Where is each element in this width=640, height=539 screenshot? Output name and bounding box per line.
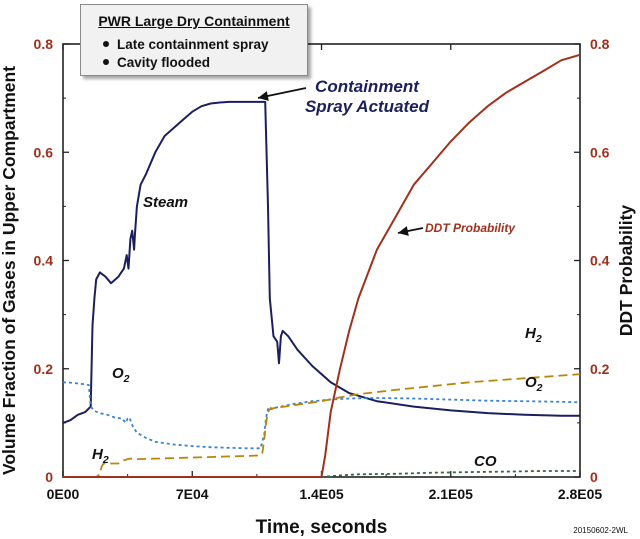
footnote: 20150602-2WL [573,526,628,535]
annotation-text: O [112,365,124,382]
annotation-text: H [525,325,537,342]
annotation-label: DDT Probability [425,221,516,235]
x-tick-label: 0E00 [47,486,80,502]
x-tick-label: 1.4E05 [299,486,344,502]
y-right-tick-label: 0.6 [590,144,610,160]
x-tick-label: 2.1E05 [429,486,474,502]
y-axis-label: Volume Fraction of Gases in Upper Compar… [0,66,19,475]
legend-item: Cavity flooded [103,55,210,70]
annotation-spray-line1: Containment [315,77,420,96]
series-h2-line [63,373,581,478]
legend-item: Late containment spray [103,37,269,52]
series-group [62,53,581,478]
series-co-line [63,470,580,478]
y-tick-label: 0.6 [34,144,54,160]
x-tick-label: 2.8E05 [558,486,603,502]
annotation-subscript: 2 [123,373,130,385]
annotation-text: DDT Probability [425,221,516,235]
y-right-tick-label: 0.4 [590,253,610,269]
y-tick-label: 0.4 [34,253,54,269]
annotation-label: Steam [143,194,188,211]
spray-arrow-head [258,91,269,101]
series-steam-line [62,100,580,424]
annotation-subscript: 2 [536,382,543,394]
annotation-text: O [525,374,537,391]
y-right-tick-label: 0 [590,469,598,485]
y-tick-label: 0.2 [34,361,54,377]
legend-title: PWR Large Dry Containment [98,13,290,29]
x-axis-label: Time, seconds [256,517,388,538]
annotation-text: Steam [143,194,188,211]
y-right-axis-label: DDT Probability [616,205,636,337]
annotation-label: H2 [92,446,109,466]
x-tick-label: 7E04 [176,486,209,502]
annotation-subscript: 2 [535,333,542,345]
y-right-tick-label: 0.2 [590,361,610,377]
annotation-subscript: 2 [102,454,109,466]
bullet-icon [103,59,109,66]
y-tick-label: 0 [45,469,53,485]
y-tick-label: 0.8 [34,36,54,52]
annotation-label: CO [474,453,497,470]
annotation-label: O2 [525,374,543,394]
series-o2-line [62,381,581,450]
series-ddt-probability-line [63,53,581,478]
annotation-text: H [92,446,104,463]
annotation-spray-line2: Spray Actuated [305,97,430,116]
legend-item-text: Cavity flooded [117,55,211,70]
annotation-label: O2 [112,365,130,385]
annotation-text: CO [474,453,497,470]
y-right-tick-label: 0.8 [590,36,610,52]
legend-box: PWR Large Dry Containment Late containme… [80,4,308,76]
annotation-label: H2 [525,325,542,345]
ddt-arrow-head [398,226,409,236]
bullet-icon [103,41,109,48]
legend-item-text: Late containment spray [117,37,269,52]
